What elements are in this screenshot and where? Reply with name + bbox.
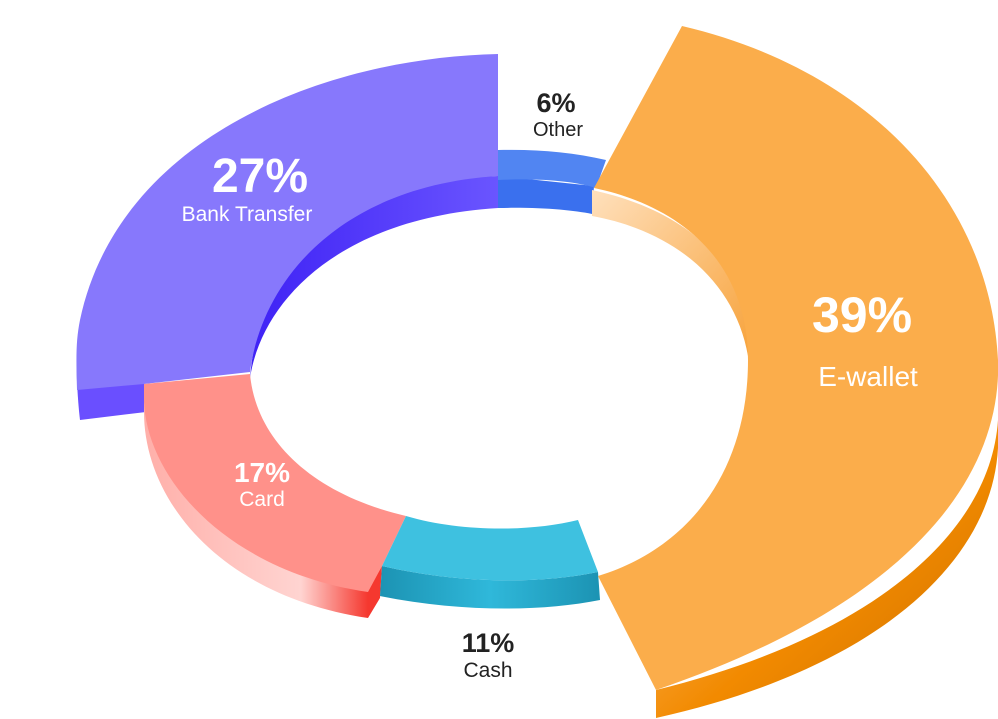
label-e-wallet: 39% E-wallet: [812, 287, 918, 392]
label-bank-transfer: 27% Bank Transfer: [182, 150, 313, 226]
slice-other-side: [498, 176, 594, 214]
slice-card: [144, 374, 406, 618]
slice-cash: [380, 516, 600, 609]
label-bank-transfer-pct: 27%: [212, 150, 308, 203]
slice-cash-top: [382, 516, 598, 581]
slice-e-wallet-inner: [592, 190, 748, 356]
label-other: 6% Other: [533, 88, 583, 141]
slice-e-wallet-top: [594, 26, 998, 690]
slice-card-side: [144, 400, 368, 618]
slice-bank-transfer-inner: [250, 176, 498, 378]
slice-card-top: [144, 374, 406, 592]
slice-card-end: [368, 566, 382, 618]
slice-e-wallet: [592, 26, 998, 718]
label-cash-pct: 11%: [462, 628, 515, 658]
slice-bank-transfer-top: [76, 54, 498, 390]
slice-other-top: [498, 149, 606, 188]
slice-bank-transfer: [76, 54, 498, 420]
slice-other: [498, 149, 606, 214]
label-card-name: Card: [239, 488, 285, 511]
label-other-pct: 6%: [536, 88, 575, 118]
label-card-pct: 17%: [234, 457, 290, 488]
label-other-name: Other: [533, 119, 583, 141]
label-bank-transfer-name: Bank Transfer: [182, 203, 313, 226]
label-e-wallet-pct: 39%: [812, 287, 912, 343]
label-e-wallet-name: E-wallet: [818, 361, 918, 392]
label-card: 17% Card: [234, 457, 290, 511]
label-cash: 11% Cash: [462, 628, 515, 682]
slice-e-wallet-side: [656, 420, 998, 718]
slice-cash-side: [380, 566, 600, 609]
label-cash-name: Cash: [463, 659, 512, 682]
